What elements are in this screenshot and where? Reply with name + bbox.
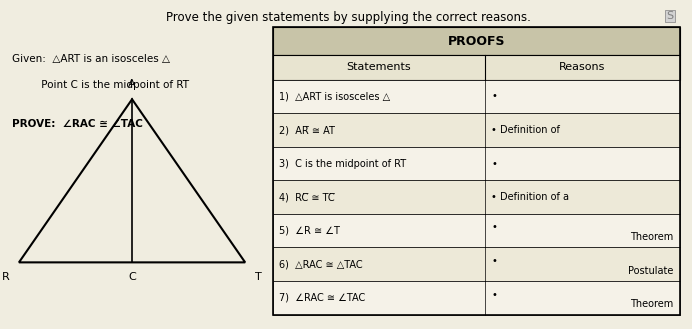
Text: A: A [128,80,136,89]
Text: •: • [491,159,498,168]
FancyBboxPatch shape [273,180,680,214]
Text: Statements: Statements [346,63,411,72]
Text: T: T [255,272,262,282]
Text: 6)  △RAC ≅ △TAC: 6) △RAC ≅ △TAC [280,259,363,269]
Text: R: R [1,272,9,282]
Text: S: S [666,11,673,21]
Text: •: • [491,290,498,299]
Text: Reasons: Reasons [559,63,606,72]
FancyBboxPatch shape [273,55,680,80]
Text: Postulate: Postulate [628,266,673,276]
Text: •: • [491,256,498,266]
Text: 7)  ∠RAC ≅ ∠TAC: 7) ∠RAC ≅ ∠TAC [280,293,365,303]
Text: •: • [491,222,498,232]
Text: 4)  RC̅ ≅ TC̅: 4) RC̅ ≅ TC̅ [280,192,335,202]
Text: Theorem: Theorem [630,299,673,309]
Text: Given:  △ART is an isosceles △: Given: △ART is an isosceles △ [12,54,170,63]
Text: PROOFS: PROOFS [448,35,505,48]
Text: 5)  ∠R ≅ ∠T: 5) ∠R ≅ ∠T [280,226,340,236]
Text: Prove the given statements by supplying the correct reasons.: Prove the given statements by supplying … [165,11,530,24]
Text: • Definition of a: • Definition of a [491,192,570,202]
FancyBboxPatch shape [273,28,680,55]
Text: Point C is the midpoint of RT̅: Point C is the midpoint of RT̅ [12,80,189,90]
Text: 2)  AR̅ ≅ AT̅: 2) AR̅ ≅ AT̅ [280,125,336,135]
FancyBboxPatch shape [273,214,680,247]
Text: C: C [128,272,136,282]
Text: Theorem: Theorem [630,232,673,242]
Text: • Definition of: • Definition of [491,125,561,135]
FancyBboxPatch shape [273,113,680,147]
Text: PROVE:  ∠RAC ≅ ∠TAC: PROVE: ∠RAC ≅ ∠TAC [12,119,143,129]
Text: 3)  C is the midpoint of RT̅: 3) C is the midpoint of RT̅ [280,159,406,168]
FancyBboxPatch shape [273,80,680,113]
FancyBboxPatch shape [273,147,680,180]
FancyBboxPatch shape [273,281,680,315]
FancyBboxPatch shape [273,247,680,281]
Text: •: • [491,91,498,101]
Text: 1)  △ART is isosceles △: 1) △ART is isosceles △ [280,91,390,101]
